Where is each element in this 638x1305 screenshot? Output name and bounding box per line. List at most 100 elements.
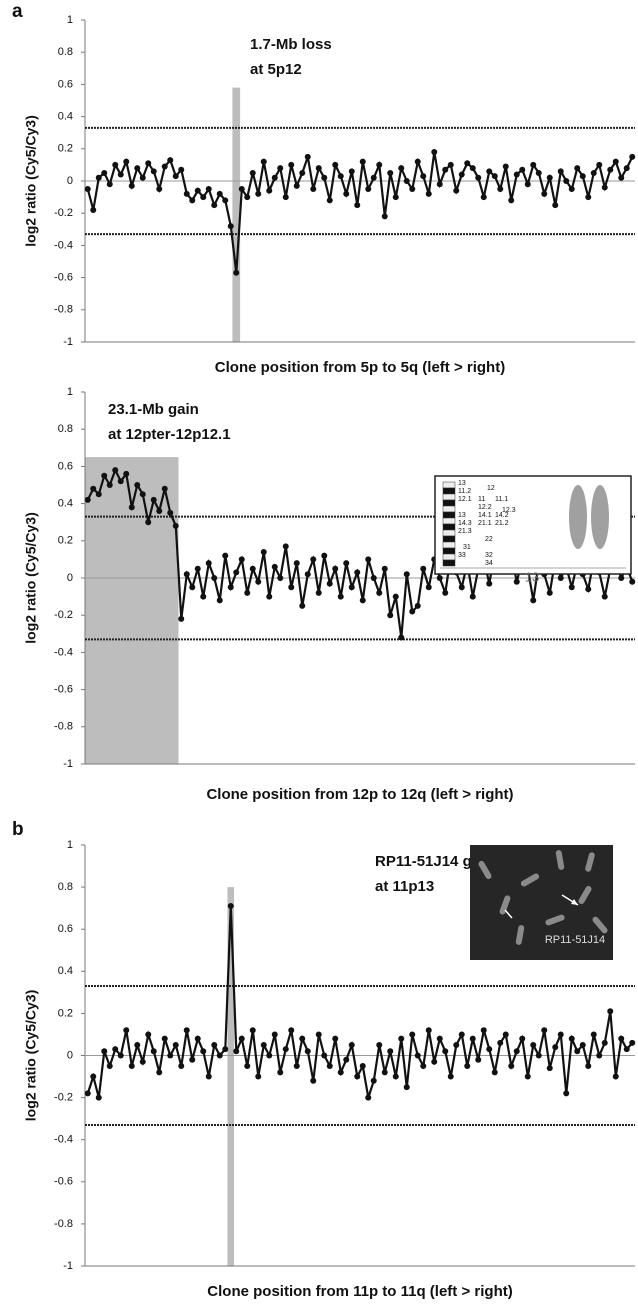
data-point bbox=[370, 174, 377, 181]
y-tick-label: -0.2 bbox=[54, 207, 73, 219]
chromosome bbox=[499, 895, 511, 915]
data-point bbox=[271, 174, 278, 181]
chromosome bbox=[585, 852, 595, 872]
data-point bbox=[200, 593, 207, 600]
data-point bbox=[469, 1035, 476, 1042]
data-point bbox=[568, 584, 575, 591]
data-point bbox=[574, 1048, 581, 1055]
data-point bbox=[304, 153, 311, 160]
data-point bbox=[260, 158, 267, 165]
data-point bbox=[491, 173, 498, 180]
data-point bbox=[442, 1048, 449, 1055]
data-point bbox=[601, 593, 608, 600]
data-point bbox=[172, 173, 179, 180]
y-tick-label: -0.4 bbox=[54, 646, 73, 658]
data-point bbox=[95, 174, 102, 181]
y-tick-label: 0.8 bbox=[58, 881, 73, 893]
band-label: 12.1 bbox=[458, 496, 472, 503]
data-point bbox=[112, 161, 119, 168]
data-point bbox=[513, 1048, 520, 1055]
data-point bbox=[585, 194, 592, 201]
data-point bbox=[541, 190, 548, 197]
data-point bbox=[508, 1063, 515, 1070]
data-point bbox=[200, 194, 207, 201]
data-point bbox=[84, 186, 91, 193]
data-point bbox=[244, 589, 251, 596]
data-point bbox=[387, 1048, 394, 1055]
data-point bbox=[277, 575, 284, 581]
data-point bbox=[145, 1031, 152, 1038]
data-point bbox=[530, 1041, 537, 1048]
data-point bbox=[530, 597, 537, 604]
data-point bbox=[607, 166, 614, 173]
ideogram-band bbox=[442, 517, 456, 525]
annotation: at 11p13 bbox=[375, 878, 434, 895]
data-point bbox=[607, 1008, 614, 1015]
data-point bbox=[266, 1052, 273, 1059]
data-point bbox=[601, 184, 608, 191]
band-label: 34 bbox=[485, 560, 493, 567]
data-point bbox=[205, 1073, 212, 1080]
data-point bbox=[260, 1041, 267, 1048]
data-point bbox=[178, 166, 185, 173]
data-point bbox=[343, 190, 350, 197]
data-line bbox=[86, 905, 634, 1098]
y-tick-label: -1 bbox=[63, 336, 73, 348]
data-point bbox=[205, 186, 212, 193]
data-point bbox=[431, 149, 438, 156]
data-point bbox=[326, 580, 333, 587]
data-point bbox=[123, 470, 130, 477]
data-point bbox=[332, 565, 339, 572]
band-label: 12 bbox=[487, 485, 495, 492]
y-tick-label: 0 bbox=[67, 1049, 73, 1061]
data-point bbox=[211, 1041, 218, 1048]
data-point bbox=[304, 1048, 311, 1055]
data-point bbox=[618, 575, 625, 581]
band-label: 21.2 bbox=[495, 520, 509, 527]
data-point bbox=[161, 485, 168, 492]
data-point bbox=[392, 194, 399, 201]
chromosome bbox=[478, 860, 492, 880]
data-point bbox=[502, 163, 509, 170]
data-point bbox=[238, 556, 245, 563]
data-point bbox=[299, 602, 306, 609]
data-point bbox=[260, 548, 267, 555]
annotation: 23.1-Mb gain bbox=[108, 401, 199, 418]
data-point bbox=[475, 174, 482, 181]
data-point bbox=[183, 190, 190, 197]
y-tick-label: 0.6 bbox=[58, 923, 73, 935]
data-point bbox=[414, 602, 421, 609]
data-point bbox=[255, 190, 262, 197]
data-point bbox=[420, 173, 427, 180]
chromosome bbox=[569, 485, 587, 549]
data-point bbox=[629, 153, 636, 160]
data-point bbox=[117, 478, 124, 485]
data-point bbox=[568, 186, 575, 193]
data-point bbox=[425, 190, 432, 197]
data-point bbox=[519, 166, 526, 173]
data-point bbox=[370, 1077, 377, 1084]
data-point bbox=[579, 1041, 586, 1048]
data-point bbox=[145, 160, 152, 167]
y-tick-label: 0.4 bbox=[58, 498, 73, 510]
data-point bbox=[376, 161, 383, 168]
data-point bbox=[601, 1039, 608, 1046]
data-point bbox=[596, 161, 603, 168]
data-point bbox=[332, 1035, 339, 1042]
data-point bbox=[189, 584, 196, 591]
data-point bbox=[321, 552, 328, 559]
data-point bbox=[414, 158, 421, 165]
data-point bbox=[299, 169, 306, 176]
ideogram-band bbox=[442, 505, 456, 513]
data-point bbox=[90, 206, 97, 213]
ideogram-band bbox=[442, 559, 456, 567]
data-point bbox=[293, 182, 300, 189]
data-point bbox=[354, 202, 361, 209]
data-point bbox=[150, 168, 157, 175]
y-tick-label: -0.6 bbox=[54, 684, 73, 696]
data-point bbox=[370, 575, 377, 581]
annotation: RP11-51J14 gain bbox=[375, 853, 493, 870]
data-point bbox=[590, 169, 597, 176]
data-point bbox=[101, 472, 108, 479]
chromosome bbox=[555, 850, 565, 870]
